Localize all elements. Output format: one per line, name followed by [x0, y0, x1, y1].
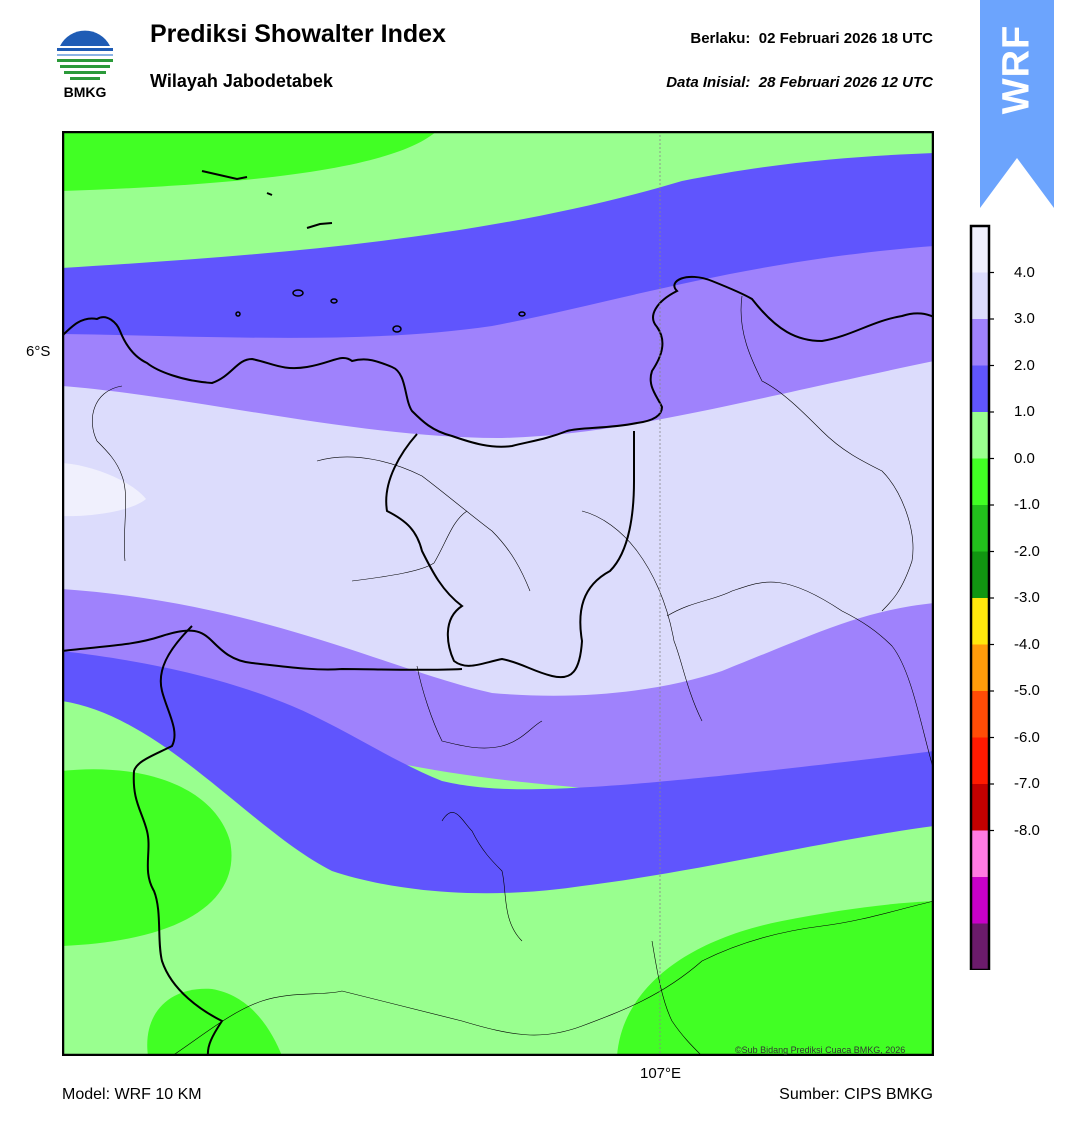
colorbar-tick-label: 0.0 — [1014, 449, 1035, 467]
colorbar-tick-label: -3.0 — [1014, 589, 1040, 606]
colorbar-tick-label: 3.0 — [1014, 310, 1035, 327]
band-3-4 — [62, 361, 934, 696]
colorbar-segment — [971, 551, 989, 599]
colorbar-segment — [971, 365, 989, 413]
init-time: Data Inisial: 28 Februari 2026 12 UTC — [666, 74, 933, 91]
colorbar-tick-label: 1.0 — [1014, 403, 1035, 420]
colorbar-tick-label: -2.0 — [1014, 542, 1040, 560]
wrf-badge — [980, 0, 1054, 208]
colorbar-segment — [971, 691, 989, 738]
bmkg-logo — [56, 27, 114, 85]
map-credit: ©Sub Bidang Prediksi Cuaca BMKG, 2026 — [735, 1045, 906, 1055]
logo-text: BMKG — [63, 84, 107, 100]
colorbar-segment — [971, 877, 989, 924]
page-subtitle: Wilayah Jabodetabek — [150, 71, 333, 91]
colorbar-segment — [971, 737, 989, 785]
colorbar-tick-label: -5.0 — [1014, 682, 1040, 699]
colorbar-tick-label: -8.0 — [1014, 821, 1040, 839]
source-label: Sumber: CIPS BMKG — [779, 1086, 933, 1103]
valid-value: 02 Februari 2026 18 UTC — [758, 30, 933, 47]
band-m1-0-top — [62, 131, 437, 191]
valid-time: Berlaku: 02 Februari 2026 18 UTC — [690, 30, 933, 47]
colorbar — [969, 224, 994, 970]
colorbar-segment — [971, 830, 989, 878]
wrf-badge-label: WRF — [985, 12, 1049, 122]
colorbar-segment — [971, 923, 989, 970]
init-label: Data Inisial: — [666, 74, 751, 91]
colorbar-segment — [971, 226, 989, 273]
colorbar-tick-label: -6.0 — [1014, 728, 1040, 746]
showalter-map — [62, 131, 934, 1056]
colorbar-segment — [971, 598, 989, 645]
colorbar-segment — [971, 412, 989, 459]
band-m1-0-sw — [147, 988, 282, 1056]
band-m1-0-se — [617, 901, 934, 1056]
wrf-badge-text: WRF — [995, 24, 1038, 115]
valid-label: Berlaku: — [690, 30, 751, 47]
init-value: 28 Februari 2026 12 UTC — [758, 74, 933, 91]
model-label: Model: WRF 10 KM — [62, 1086, 202, 1103]
colorbar-segment — [971, 644, 989, 692]
colorbar-segment — [971, 784, 989, 831]
colorbar-tick-label: -1.0 — [1014, 496, 1040, 513]
page-title: Prediksi Showalter Index — [150, 20, 446, 48]
latitude-label: 6°S — [26, 343, 51, 360]
colorbar-tick-label: -7.0 — [1014, 775, 1040, 792]
band-m1-0-left — [62, 769, 232, 946]
band-1-2-low — [62, 651, 934, 894]
colorbar-segment — [971, 505, 989, 552]
longitude-label: 107°E — [640, 1065, 682, 1082]
colorbar-segment — [971, 272, 989, 320]
colorbar-tick-label: 2.0 — [1014, 356, 1035, 374]
band-4-5 — [62, 463, 146, 517]
colorbar-segment — [971, 458, 989, 506]
colorbar-tick-label: -4.0 — [1014, 635, 1040, 653]
colorbar-tick-label: 4.0 — [1014, 263, 1035, 281]
colorbar-segment — [971, 319, 989, 366]
